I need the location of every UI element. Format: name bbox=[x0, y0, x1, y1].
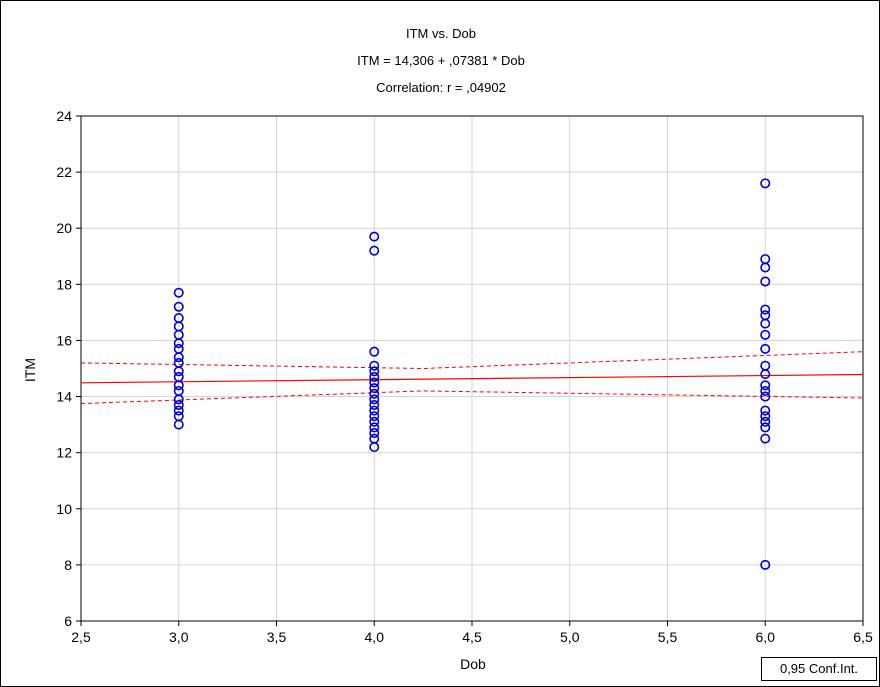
scatter-point bbox=[760, 422, 771, 433]
scatter-point bbox=[369, 231, 380, 242]
y-tick-label: 20 bbox=[56, 220, 72, 236]
x-tick-label: 5,0 bbox=[560, 629, 580, 645]
y-tick-label: 24 bbox=[56, 108, 72, 124]
scatter-point bbox=[760, 304, 771, 315]
correlation-label: Correlation: r = ,04902 bbox=[376, 80, 506, 95]
scatter-point bbox=[760, 559, 771, 570]
x-tick-label: 6,5 bbox=[853, 629, 873, 645]
scatter-point bbox=[173, 394, 184, 405]
scatter-point bbox=[369, 377, 380, 388]
axis-ticks: 2,5 3,0 3,5 4,0 4,5 5,0 5,5 6,0 6,5 6 8 10 12 14 16 18 2… bbox=[56, 108, 873, 645]
scatter-point bbox=[760, 262, 771, 273]
y-tick-label: 8 bbox=[64, 557, 72, 573]
scatter-point bbox=[760, 329, 771, 340]
scatter-point bbox=[369, 399, 380, 410]
scatter-point bbox=[760, 369, 771, 380]
y-tick-label: 18 bbox=[56, 276, 72, 292]
confidence-upper-line bbox=[80, 351, 864, 370]
confidence-legend: 0,95 Conf.Int. bbox=[761, 657, 877, 681]
confidence-lower-line bbox=[80, 390, 864, 405]
scatter-point bbox=[760, 380, 771, 391]
scatter-point bbox=[760, 411, 771, 422]
points-layer bbox=[173, 178, 771, 570]
scatter-point bbox=[369, 388, 380, 399]
scatter-point bbox=[760, 178, 771, 189]
scatter-point bbox=[369, 371, 380, 382]
scatter-point bbox=[760, 343, 771, 354]
y-tick-label: 12 bbox=[56, 445, 72, 461]
scatter-point bbox=[369, 411, 380, 422]
scatter-point bbox=[173, 338, 184, 349]
x-axis-label: Dob bbox=[460, 656, 486, 672]
scatter-point bbox=[369, 442, 380, 453]
regression-equation: ITM = 14,306 + ,07381 * Dob bbox=[357, 53, 525, 68]
scatter-point bbox=[369, 346, 380, 357]
x-tick-label: 3,5 bbox=[267, 629, 287, 645]
scatter-point bbox=[369, 366, 380, 377]
scatter-point bbox=[173, 405, 184, 416]
scatter-point bbox=[369, 245, 380, 256]
scatter-point bbox=[760, 318, 771, 329]
grid bbox=[81, 116, 863, 621]
scatter-point bbox=[369, 422, 380, 433]
scatter-point bbox=[369, 416, 380, 427]
scatter-point bbox=[760, 405, 771, 416]
y-tick-label: 14 bbox=[56, 389, 72, 405]
x-tick-label: 2,5 bbox=[71, 629, 91, 645]
scatter-point bbox=[369, 360, 380, 371]
y-tick-label: 10 bbox=[56, 501, 72, 517]
x-tick-label: 4,5 bbox=[462, 629, 482, 645]
scatter-point bbox=[760, 276, 771, 287]
scatter-point bbox=[173, 287, 184, 298]
x-tick-label: 3,0 bbox=[169, 629, 189, 645]
regression-layer bbox=[80, 351, 864, 405]
scatter-point bbox=[369, 394, 380, 405]
scatter-point bbox=[173, 419, 184, 430]
scatter-point bbox=[369, 383, 380, 394]
scatter-point bbox=[173, 380, 184, 391]
scatter-point bbox=[760, 416, 771, 427]
scatter-point bbox=[173, 301, 184, 312]
regression-line bbox=[80, 373, 864, 384]
y-tick-label: 6 bbox=[64, 613, 72, 629]
y-tick-label: 22 bbox=[56, 164, 72, 180]
x-tick-label: 5,5 bbox=[658, 629, 678, 645]
y-tick-label: 16 bbox=[56, 332, 72, 348]
x-tick-label: 6,0 bbox=[756, 629, 776, 645]
y-axis-label: ITM bbox=[22, 358, 38, 382]
scatter-point bbox=[760, 391, 771, 402]
scatter-point bbox=[173, 399, 184, 410]
scatter-point bbox=[369, 428, 380, 439]
chart-title: ITM vs. Dob bbox=[406, 26, 476, 41]
scatter-point bbox=[173, 352, 184, 363]
scatter-point bbox=[760, 433, 771, 444]
scatter-point bbox=[173, 366, 184, 377]
scatter-point bbox=[760, 385, 771, 396]
scatter-point bbox=[369, 405, 380, 416]
x-tick-label: 4,0 bbox=[365, 629, 385, 645]
